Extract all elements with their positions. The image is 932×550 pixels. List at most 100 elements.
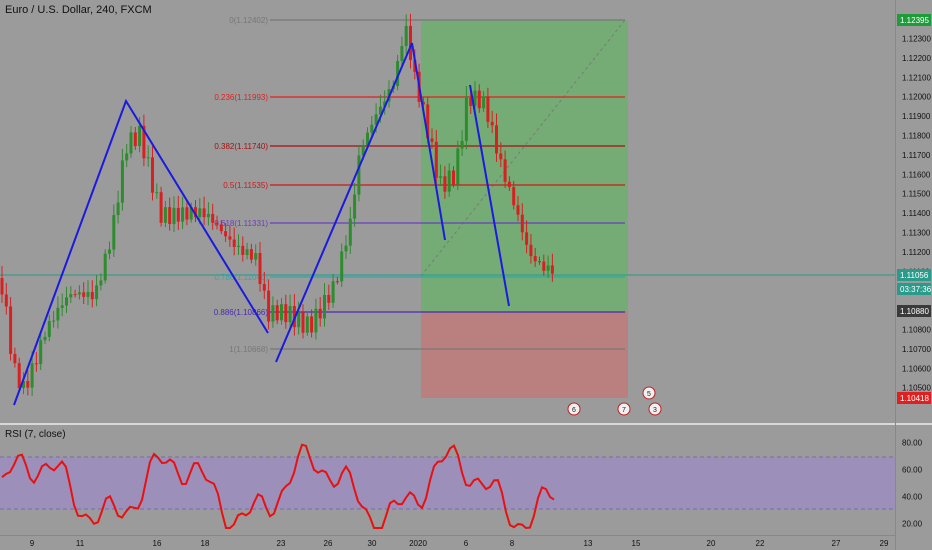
candle-body [499, 153, 503, 160]
event-marker-flag[interactable] [648, 402, 662, 416]
zigzag-mid [275, 42, 413, 363]
candle-body [155, 192, 159, 194]
candle-body [340, 251, 344, 282]
price-axis[interactable]: 1.12300 1.12200 1.12100 1.12000 1.11900 1.118… [902, 35, 931, 393]
time-tick: 22 [756, 539, 765, 548]
rsi-tick: 80.00 [902, 439, 923, 448]
price-tick: 1.11500 [902, 190, 931, 199]
candle-body [65, 297, 68, 306]
zigzag-right-b [469, 84, 510, 307]
entry-price-tag: 1.10880 [900, 307, 929, 316]
stop-price-tag-bg [897, 392, 931, 404]
event-label: 7 [622, 407, 626, 414]
time-tick: 2020 [409, 539, 427, 548]
candle-body [507, 181, 511, 188]
candle-body [116, 202, 120, 216]
candle-body [138, 125, 142, 147]
rsi-line [1, 443, 555, 530]
fib-retracement[interactable]: 0(1.12402) 0.236(1.11993) 0.382(1.11740) 0.… [214, 16, 625, 354]
candle-body [258, 253, 262, 284]
price-tick: 1.11300 [902, 229, 931, 238]
candle-body [310, 316, 314, 333]
candle-body [460, 140, 464, 149]
event-markers[interactable]: 6 7 5 3 [567, 386, 662, 416]
pane-separator[interactable] [0, 423, 932, 425]
event-label: 6 [572, 407, 576, 414]
candle-body [228, 236, 232, 240]
candle-body [477, 90, 481, 109]
event-marker-flag[interactable] [567, 402, 581, 416]
candle-body [550, 265, 554, 274]
candle-body [39, 340, 43, 364]
rsi-tick: 40.00 [902, 493, 923, 502]
event-marker-bubble[interactable] [642, 386, 656, 400]
time-tick: 18 [201, 539, 210, 548]
candle-body [211, 213, 215, 223]
fib-level-label: 1(1.10668) [229, 345, 268, 354]
candle-body [284, 304, 288, 323]
event-marker-flag[interactable] [617, 402, 631, 416]
candle-body [30, 363, 34, 388]
candle-body [439, 176, 443, 178]
time-axis[interactable]: 9 11 16 18 23 26 30 2020 6 8 13 15 20 22 27 29 [30, 539, 889, 548]
candle-body [335, 281, 339, 283]
candle-body [168, 207, 172, 225]
candle-body [301, 312, 305, 333]
candlesticks [0, 13, 554, 396]
candle-body [456, 148, 460, 185]
candle-body [546, 265, 550, 271]
loss-zone[interactable] [421, 311, 628, 398]
candle-body [533, 256, 537, 262]
candle-body [77, 292, 81, 295]
time-tick: 26 [324, 539, 333, 548]
time-tick: 16 [153, 539, 162, 548]
candle-body [142, 125, 146, 159]
rsi-title: RSI (7, close) [5, 429, 66, 440]
time-tick: 23 [277, 539, 286, 548]
rsi-axis: 80.00 60.00 40.00 20.00 [902, 439, 923, 529]
price-tick: 1.12200 [902, 54, 931, 63]
chart-title: Euro / U.S. Dollar, 240, FXCM [5, 4, 152, 16]
fib-level-label: 0.618(1.11331) [214, 219, 268, 228]
fib-level-label: 0.5(1.11535) [223, 181, 268, 190]
candle-body [426, 104, 430, 139]
profit-zone[interactable] [421, 20, 628, 311]
time-tick: 15 [632, 539, 641, 548]
candle-body [473, 90, 477, 106]
candle-body [237, 245, 240, 247]
zigzag-lines[interactable] [13, 42, 510, 406]
candle-body [486, 96, 490, 122]
candle-body [198, 208, 202, 218]
candle-body [4, 294, 8, 307]
candle-body [69, 294, 73, 298]
event-label: 5 [647, 391, 651, 398]
candle-body [52, 320, 56, 322]
candle-body [17, 363, 21, 389]
position-diagonal [420, 19, 626, 277]
candle-body [133, 132, 137, 147]
candle-body [323, 294, 326, 319]
candle-body [86, 291, 90, 297]
axis-separator [895, 0, 896, 550]
candle-body [542, 261, 546, 271]
candle-body [185, 207, 189, 220]
candle-body [103, 253, 107, 281]
candle-body [434, 141, 438, 178]
price-tick: 1.12000 [902, 93, 931, 102]
candle-body [43, 336, 47, 341]
candle-body [361, 145, 365, 156]
candle-body [202, 208, 206, 218]
candle-body [112, 215, 116, 250]
time-axis-separator [0, 535, 895, 536]
stop-price-tag: 1.10418 [900, 394, 929, 403]
fib-level-label: 0.886(1.10866) [214, 308, 269, 317]
candle-body [120, 160, 124, 203]
price-tick: 1.11900 [902, 112, 931, 121]
time-tick: 29 [880, 539, 889, 548]
candle-body [267, 290, 271, 322]
candle-body [194, 207, 197, 218]
candle-body [374, 114, 378, 125]
candle-body [249, 249, 253, 260]
candle-body [262, 283, 266, 291]
